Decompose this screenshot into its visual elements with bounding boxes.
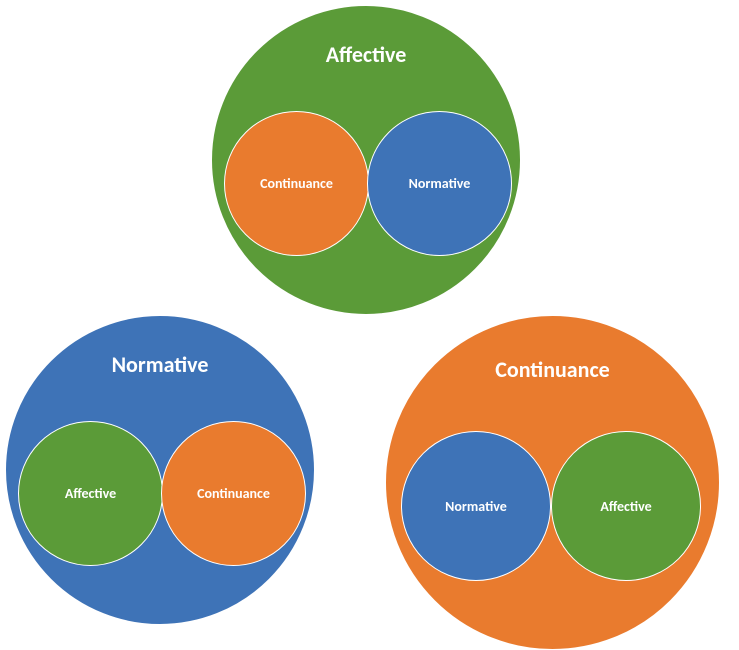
affective-in-continuance: Affective: [551, 431, 701, 581]
affective-in-continuance-label: Affective: [600, 498, 651, 515]
continuance-in-affective: Continuance: [224, 111, 369, 256]
affective-group: Affective Continuance Normative: [211, 5, 521, 315]
continuance-title: Continuance: [386, 356, 719, 383]
affective-in-normative: Affective: [18, 421, 163, 566]
continuance-group: Continuance Normative Affective: [385, 315, 720, 650]
normative-in-affective: Normative: [367, 111, 512, 256]
normative-in-continuance: Normative: [401, 431, 551, 581]
affective-title: Affective: [212, 41, 520, 68]
normative-in-affective-label: Normative: [409, 175, 471, 192]
continuance-in-normative-label: Continuance: [197, 485, 270, 502]
normative-in-continuance-label: Normative: [445, 498, 507, 515]
affective-in-normative-label: Affective: [65, 485, 116, 502]
continuance-in-affective-label: Continuance: [260, 175, 333, 192]
normative-group: Normative Affective Continuance: [5, 315, 315, 625]
continuance-in-normative: Continuance: [161, 421, 306, 566]
normative-title: Normative: [6, 351, 314, 378]
